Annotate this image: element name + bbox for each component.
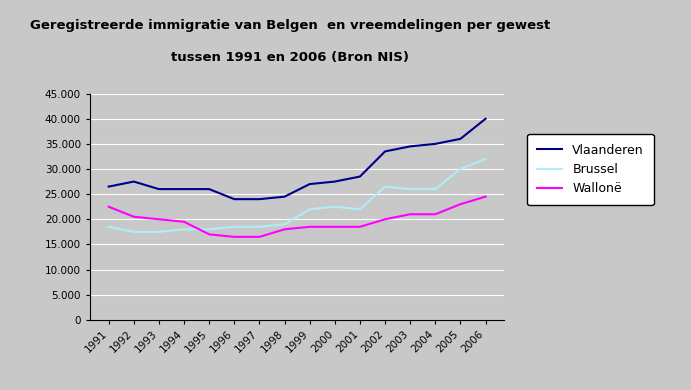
Wallonë xyxy=(104,204,113,209)
Text: Geregistreerde immigratie van Belgen  en vreemdelingen per gewest: Geregistreerde immigratie van Belgen en … xyxy=(30,20,550,32)
Brussel xyxy=(431,187,439,191)
Wallonë xyxy=(205,232,214,237)
Vlaanderen xyxy=(155,187,163,191)
Brussel xyxy=(381,184,389,189)
Vlaanderen xyxy=(431,142,439,146)
Vlaanderen xyxy=(305,182,314,186)
Line: Vlaanderen: Vlaanderen xyxy=(108,119,486,199)
Wallonë xyxy=(431,212,439,216)
Vlaanderen xyxy=(130,179,138,184)
Wallonë xyxy=(255,234,263,239)
Vlaanderen xyxy=(331,179,339,184)
Vlaanderen xyxy=(482,116,490,121)
Vlaanderen xyxy=(205,187,214,191)
Legend: Vlaanderen, Brussel, Wallonë: Vlaanderen, Brussel, Wallonë xyxy=(527,134,654,205)
Wallonë xyxy=(230,234,238,239)
Line: Brussel: Brussel xyxy=(108,159,486,232)
Brussel xyxy=(305,207,314,211)
Brussel xyxy=(130,229,138,234)
Brussel xyxy=(281,222,289,227)
Wallonë xyxy=(155,217,163,222)
Brussel xyxy=(482,157,490,161)
Vlaanderen xyxy=(180,187,188,191)
Brussel xyxy=(331,204,339,209)
Text: tussen 1991 en 2006 (Bron NIS): tussen 1991 en 2006 (Bron NIS) xyxy=(171,51,409,64)
Vlaanderen xyxy=(230,197,238,202)
Wallonë xyxy=(130,215,138,219)
Brussel xyxy=(255,225,263,229)
Brussel xyxy=(406,187,415,191)
Brussel xyxy=(155,229,163,234)
Vlaanderen xyxy=(356,174,364,179)
Brussel xyxy=(180,227,188,232)
Wallonë xyxy=(381,217,389,222)
Wallonë xyxy=(305,225,314,229)
Vlaanderen xyxy=(255,197,263,202)
Brussel xyxy=(230,225,238,229)
Wallonë xyxy=(356,225,364,229)
Vlaanderen xyxy=(406,144,415,149)
Wallonë xyxy=(456,202,464,207)
Wallonë xyxy=(180,220,188,224)
Vlaanderen xyxy=(281,194,289,199)
Wallonë xyxy=(406,212,415,216)
Wallonë xyxy=(482,194,490,199)
Vlaanderen xyxy=(104,184,113,189)
Vlaanderen xyxy=(456,136,464,141)
Brussel xyxy=(205,227,214,232)
Wallonë xyxy=(331,225,339,229)
Brussel xyxy=(104,225,113,229)
Line: Wallonë: Wallonë xyxy=(108,197,486,237)
Wallonë xyxy=(281,227,289,232)
Brussel xyxy=(356,207,364,211)
Brussel xyxy=(456,167,464,171)
Vlaanderen xyxy=(381,149,389,154)
